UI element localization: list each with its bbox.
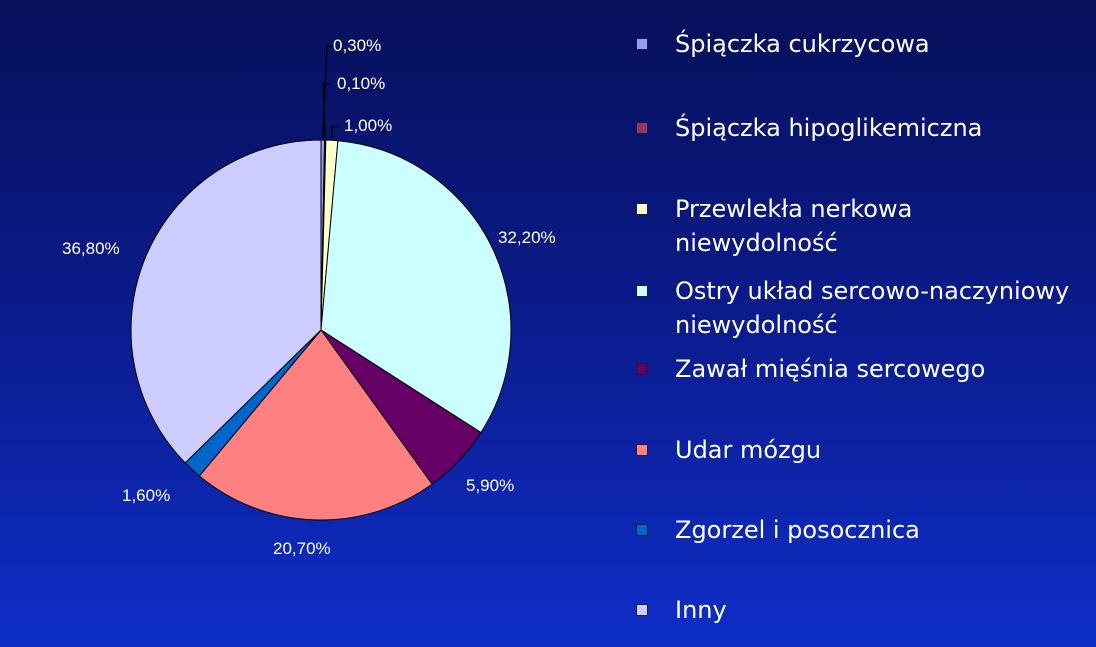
- legend-item: Śpiączka cukrzycowa: [636, 27, 930, 61]
- legend-swatch: [636, 38, 648, 50]
- legend-swatch: [636, 524, 648, 536]
- leader-line-2: [331, 125, 339, 139]
- pie-slice-7: [130, 139, 322, 464]
- legend-swatch: [636, 285, 648, 297]
- slice-value-label-3: 32,20%: [498, 228, 556, 247]
- slice-value-label-2: 1,00%: [344, 116, 392, 135]
- legend-item: Udar mózgu: [636, 433, 821, 467]
- legend-label: Ostry układ sercowo-naczyniowy niewydoln…: [675, 277, 1070, 339]
- legend-label: Zawał mięśnia sercowego: [675, 355, 986, 383]
- legend-item: Ostry układ sercowo-naczyniowy niewydoln…: [636, 274, 1069, 342]
- legend-label: Zgorzel i posocznica: [675, 516, 920, 544]
- legend-item: Zawał mięśnia sercowego: [636, 352, 985, 386]
- slice-value-label-1: 0,10%: [337, 74, 385, 93]
- slice-value-label-5: 20,70%: [273, 539, 331, 558]
- legend: Śpiączka cukrzycowa Śpiączka hipoglikemic…: [636, 0, 1096, 647]
- legend-label: Udar mózgu: [675, 436, 822, 464]
- legend-label: Inny: [675, 596, 727, 624]
- legend-swatch: [636, 444, 648, 456]
- legend-item: Przewlekła nerkowa niewydolność: [636, 192, 912, 260]
- legend-swatch: [636, 363, 648, 375]
- legend-label: Śpiączka cukrzycowa: [675, 30, 930, 58]
- slice-value-label-0: 0,30%: [333, 36, 381, 55]
- legend-item: Śpiączka hipoglikemiczna: [636, 111, 982, 145]
- leader-line-1: [322, 83, 329, 139]
- slice-value-label-6: 1,60%: [122, 486, 170, 505]
- pie-chart: 0,30% 0,10% 1,00% 32,20% 5,90% 20,70% 1,60% 36,…: [62, 36, 556, 558]
- pie-slice-5: [198, 329, 433, 521]
- legend-label: Śpiączka hipoglikemiczna: [675, 114, 983, 142]
- legend-item: Inny: [636, 593, 727, 627]
- legend-item: Zgorzel i posocznica: [636, 513, 920, 547]
- legend-swatch: [636, 203, 648, 215]
- legend-label: Przewlekła nerkowa niewydolność: [675, 195, 913, 257]
- slice-value-label-4: 5,90%: [466, 476, 514, 495]
- slice-value-label-7: 36,80%: [62, 239, 120, 258]
- legend-swatch: [636, 122, 648, 134]
- pie-slice-3: [320, 140, 512, 434]
- legend-swatch: [636, 604, 648, 616]
